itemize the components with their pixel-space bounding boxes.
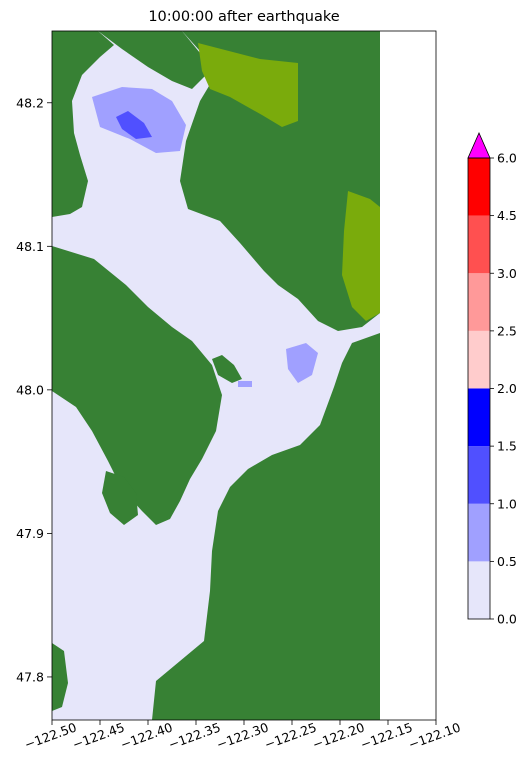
colorbar-segment	[468, 503, 490, 562]
plot-area	[52, 31, 436, 720]
amp-zone-small	[238, 381, 252, 387]
colorbar: 0.0 0.5 1.0 1.5 2.0 2.5 3.0 4.5 6.0	[467, 132, 517, 627]
colorbar-tick-label: 4.5	[497, 208, 517, 223]
colorbar-segment	[468, 561, 490, 619]
y-axis: 47.8 47.9 48.0 48.1 48.2	[16, 95, 52, 684]
nearshore-east	[342, 191, 380, 321]
land-southwest-corner	[52, 643, 68, 711]
x-tick-label: −122.10	[406, 719, 462, 752]
x-tick-label: −122.15	[358, 719, 414, 752]
land-northeast	[180, 31, 380, 331]
land-small-island	[212, 355, 242, 383]
amp-zone-east	[286, 343, 318, 383]
land-north-island	[98, 31, 212, 89]
land-central-peninsula	[52, 246, 222, 525]
x-tick-label: −122.25	[262, 719, 318, 752]
colorbar-tick-label: 1.0	[497, 496, 517, 511]
y-tick-label: 48.0	[16, 382, 44, 397]
land-nw-peninsula	[52, 31, 114, 217]
land-east-lower	[152, 333, 380, 720]
x-tick-label: −122.35	[166, 719, 222, 752]
colorbar-extend-arrow	[467, 132, 491, 159]
colorbar-tick-label: 0.5	[497, 554, 517, 569]
x-axis: −122.50−122.45−122.40−122.35−122.30−122.…	[22, 719, 462, 752]
colorbar-segment	[468, 273, 490, 331]
colorbar-tick-label: 1.5	[497, 439, 517, 454]
colorbar-segment	[468, 330, 490, 389]
land-southwest-island	[102, 471, 138, 525]
y-tick-label: 48.2	[16, 95, 44, 110]
amp-zone-core	[116, 111, 152, 139]
colorbar-segment	[468, 215, 490, 274]
x-tick-label: −122.40	[118, 719, 174, 752]
colorbar-segment	[468, 388, 490, 447]
x-tick-label: −122.20	[310, 719, 366, 752]
y-tick-label: 48.1	[16, 239, 44, 254]
nearshore-north	[198, 43, 298, 127]
x-tick-label: −122.30	[214, 719, 270, 752]
x-tick-label: −122.45	[70, 719, 126, 752]
colorbar-tick-label: 3.0	[497, 266, 517, 281]
colorbar-tick-label: 2.5	[497, 323, 517, 338]
colorbar-tick-label: 0.0	[497, 612, 517, 627]
colorbar-tick-label: 6.0	[497, 151, 517, 166]
colorbar-segment	[468, 446, 490, 504]
colorbar-segment	[468, 158, 490, 216]
y-tick-label: 47.9	[16, 526, 44, 541]
x-tick-label: −122.50	[22, 719, 78, 752]
no-data-region	[380, 31, 436, 720]
chart-title: 10:00:00 after earthquake	[148, 9, 339, 25]
map-layers	[52, 31, 380, 720]
colorbar-tick-label: 2.0	[497, 381, 517, 396]
y-tick-label: 47.8	[16, 669, 44, 684]
